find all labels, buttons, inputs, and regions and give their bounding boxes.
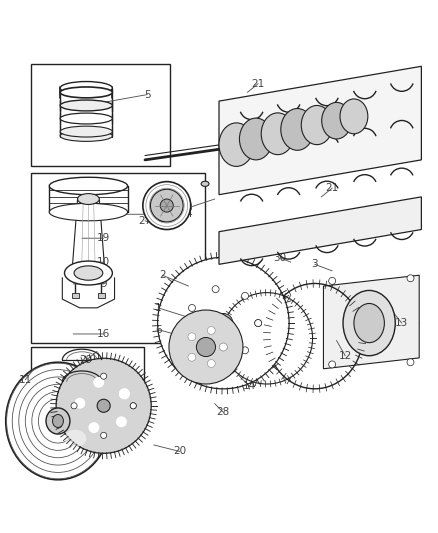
Ellipse shape xyxy=(301,106,332,144)
Ellipse shape xyxy=(78,193,99,205)
Ellipse shape xyxy=(343,290,395,356)
Circle shape xyxy=(212,353,219,360)
Ellipse shape xyxy=(64,430,86,447)
Text: 11: 11 xyxy=(19,375,32,385)
Circle shape xyxy=(196,337,215,357)
Text: 10: 10 xyxy=(97,257,110,267)
Ellipse shape xyxy=(60,131,113,141)
Text: 9: 9 xyxy=(100,279,107,289)
Circle shape xyxy=(209,373,218,382)
Ellipse shape xyxy=(64,261,113,285)
Ellipse shape xyxy=(354,303,385,343)
Text: 14: 14 xyxy=(243,381,256,391)
Ellipse shape xyxy=(158,257,289,389)
Circle shape xyxy=(214,313,233,333)
Text: 5: 5 xyxy=(144,90,151,100)
Text: 28: 28 xyxy=(217,407,230,417)
Ellipse shape xyxy=(208,327,215,334)
Ellipse shape xyxy=(150,189,183,222)
Ellipse shape xyxy=(46,408,70,434)
Bar xyxy=(31,347,144,399)
Circle shape xyxy=(328,277,336,284)
Polygon shape xyxy=(323,275,419,369)
Polygon shape xyxy=(72,199,105,273)
Ellipse shape xyxy=(281,109,314,150)
Circle shape xyxy=(254,320,261,327)
Text: 16: 16 xyxy=(97,329,110,339)
Ellipse shape xyxy=(6,362,110,480)
Ellipse shape xyxy=(160,199,173,212)
Text: 7: 7 xyxy=(148,198,155,208)
Text: 6: 6 xyxy=(155,325,161,335)
Text: 21: 21 xyxy=(325,183,339,193)
Polygon shape xyxy=(219,66,421,195)
Ellipse shape xyxy=(219,343,227,351)
Ellipse shape xyxy=(219,343,227,351)
Circle shape xyxy=(130,403,136,409)
Polygon shape xyxy=(219,197,421,264)
Circle shape xyxy=(242,347,248,354)
Circle shape xyxy=(328,361,336,368)
Ellipse shape xyxy=(116,416,127,427)
Ellipse shape xyxy=(53,415,64,427)
Ellipse shape xyxy=(60,82,113,94)
Ellipse shape xyxy=(49,177,127,195)
Circle shape xyxy=(407,275,414,282)
Text: 2: 2 xyxy=(159,270,166,280)
Text: 29: 29 xyxy=(80,355,93,365)
Text: 19: 19 xyxy=(97,233,110,243)
Bar xyxy=(72,293,79,298)
Bar xyxy=(31,64,170,166)
Circle shape xyxy=(130,403,136,409)
Ellipse shape xyxy=(60,113,113,124)
Ellipse shape xyxy=(188,333,196,341)
Ellipse shape xyxy=(143,182,191,230)
Bar xyxy=(98,293,105,298)
Ellipse shape xyxy=(188,353,196,361)
Circle shape xyxy=(188,335,195,342)
Ellipse shape xyxy=(261,113,294,155)
Text: 21: 21 xyxy=(251,79,265,88)
Ellipse shape xyxy=(119,389,130,399)
Circle shape xyxy=(101,373,107,379)
Ellipse shape xyxy=(49,204,127,221)
Ellipse shape xyxy=(74,398,85,409)
Bar xyxy=(31,173,205,343)
Text: 18: 18 xyxy=(169,192,182,202)
Ellipse shape xyxy=(322,102,351,139)
Ellipse shape xyxy=(169,310,243,384)
Text: 1: 1 xyxy=(155,303,161,313)
Ellipse shape xyxy=(240,118,272,160)
Circle shape xyxy=(71,403,77,409)
Text: 12: 12 xyxy=(339,351,352,361)
Text: 3: 3 xyxy=(311,260,318,269)
Ellipse shape xyxy=(60,87,113,98)
Text: 27: 27 xyxy=(138,216,152,226)
Text: 20: 20 xyxy=(173,447,187,456)
Ellipse shape xyxy=(208,360,215,367)
Ellipse shape xyxy=(60,100,113,111)
Circle shape xyxy=(212,286,219,293)
Ellipse shape xyxy=(60,126,113,137)
Circle shape xyxy=(101,432,107,439)
Ellipse shape xyxy=(119,389,130,399)
Text: 4: 4 xyxy=(185,209,192,219)
Ellipse shape xyxy=(88,422,99,433)
Circle shape xyxy=(188,304,195,311)
Ellipse shape xyxy=(340,99,368,134)
Ellipse shape xyxy=(56,358,151,454)
Ellipse shape xyxy=(93,377,104,388)
Ellipse shape xyxy=(74,266,103,280)
Circle shape xyxy=(407,359,414,366)
Ellipse shape xyxy=(201,181,209,187)
Circle shape xyxy=(242,293,248,300)
Text: 30: 30 xyxy=(273,253,286,263)
Ellipse shape xyxy=(97,399,110,413)
Circle shape xyxy=(254,320,261,327)
Text: 13: 13 xyxy=(395,318,408,328)
Ellipse shape xyxy=(159,216,166,221)
Ellipse shape xyxy=(219,123,254,166)
Text: 8: 8 xyxy=(185,203,192,213)
